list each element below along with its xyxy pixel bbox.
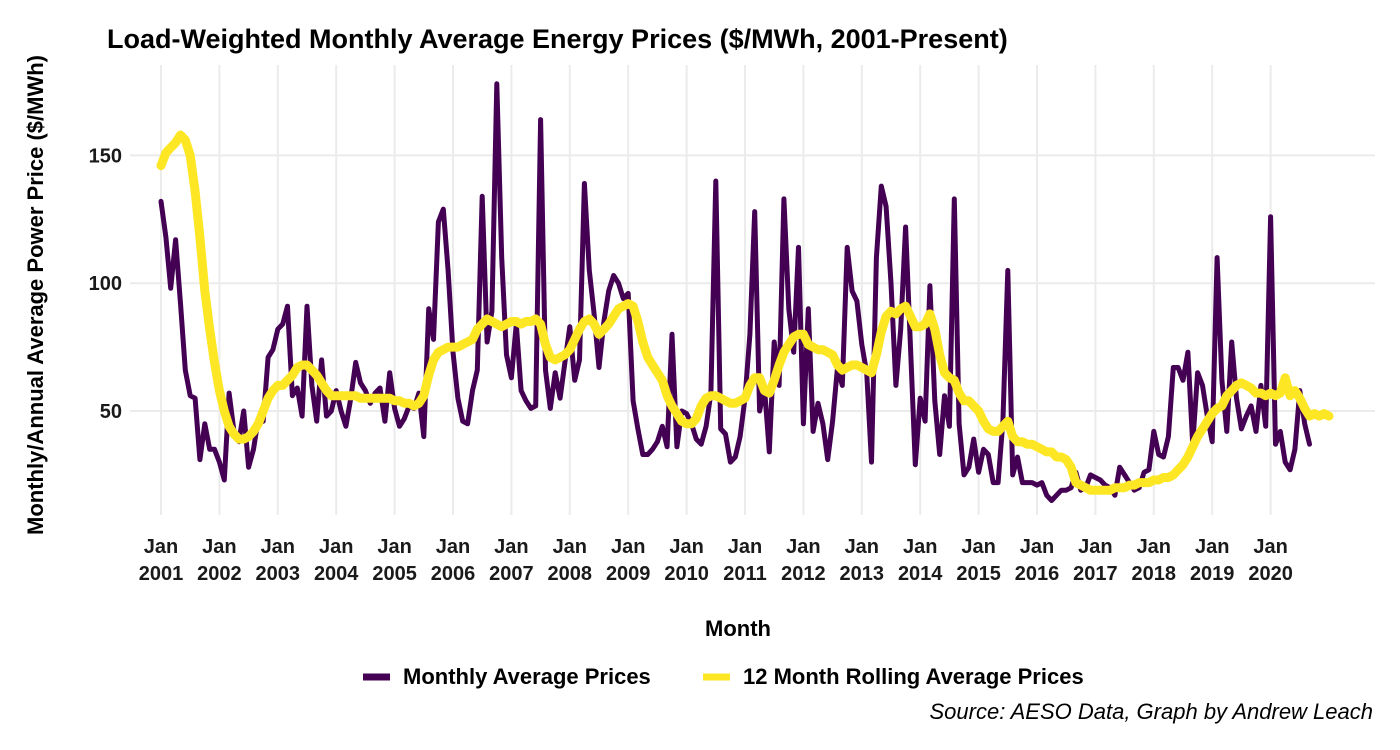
x-axis-title: Month [705, 616, 771, 641]
x-tick-label: Jan 2007 [489, 536, 534, 585]
x-tick-label: Jan 2006 [431, 536, 476, 585]
y-axis-ticks: 50 100 150 [89, 145, 122, 423]
legend: Monthly Average Prices 12 Month Rolling … [363, 664, 1084, 689]
series-line-rolling [156, 130, 1334, 495]
x-tick-label: Jan 2012 [781, 536, 826, 585]
legend-label-rolling: 12 Month Rolling Average Prices [743, 664, 1084, 689]
series-lines [156, 81, 1334, 503]
x-tick-label: Jan 2011 [723, 536, 766, 585]
y-tick-label: 50 [100, 401, 122, 423]
x-tick-label: Jan 2001 [139, 536, 184, 585]
source-caption: Source: AESO Data, Graph by Andrew Leach [930, 699, 1374, 724]
x-axis-ticks: Jan 2001 Jan 2002 Jan 2003 Jan 2004 Jan 2005 Jan 20… [139, 536, 1293, 585]
x-tick-label: Jan 2002 [197, 536, 242, 585]
x-tick-label: Jan 2008 [548, 536, 593, 585]
x-tick-label: Jan 2003 [256, 536, 301, 585]
y-tick-label: 100 [89, 273, 122, 295]
x-tick-label: Jan 2010 [664, 536, 709, 585]
y-tick-label: 150 [89, 145, 122, 167]
x-tick-label: Jan 2019 [1190, 536, 1235, 585]
x-tick-label: Jan 2005 [372, 536, 417, 585]
x-tick-label: Jan 2004 [314, 536, 359, 585]
x-tick-label: Jan 2015 [956, 536, 1001, 585]
x-tick-label: Jan 2018 [1132, 536, 1177, 585]
chart-title: Load-Weighted Monthly Average Energy Pri… [107, 24, 1008, 54]
x-tick-label: Jan 2009 [606, 536, 651, 585]
legend-label-monthly: Monthly Average Prices [403, 664, 651, 689]
x-tick-label: Jan 2014 [898, 536, 943, 585]
x-tick-label: Jan 2013 [840, 536, 885, 585]
y-axis-title: Monthly/Annual Average Power Price ($/MW… [23, 55, 48, 535]
series-line-monthly [158, 81, 1312, 503]
x-tick-label: Jan 2016 [1015, 536, 1060, 585]
x-tick-label: Jan 2017 [1073, 536, 1118, 585]
x-tick-label: Jan 2020 [1248, 536, 1293, 585]
